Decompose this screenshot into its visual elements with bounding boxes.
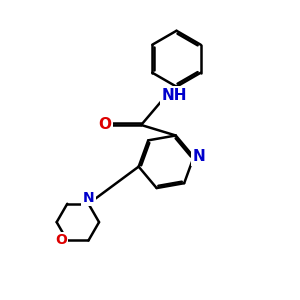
Text: NH: NH <box>162 88 187 103</box>
Text: O: O <box>55 233 67 248</box>
Text: N: N <box>82 191 94 205</box>
Text: O: O <box>99 118 112 133</box>
Text: N: N <box>193 149 206 164</box>
